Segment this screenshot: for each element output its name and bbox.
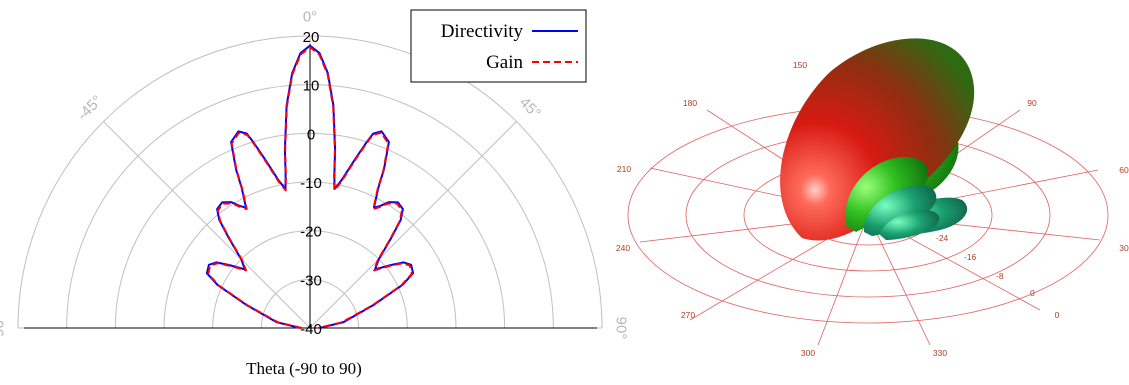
radial-tick-label: 10 (303, 78, 320, 95)
angle-tick-label: -45° (74, 92, 106, 124)
legend-box (410, 9, 587, 83)
angle-label-0: 0 (1055, 310, 1060, 320)
angle-tick-label: 0° (303, 8, 317, 25)
angle-tick-label: 45° (516, 94, 544, 122)
series-line-gain (207, 46, 413, 329)
legend-label-gain: Gain (486, 52, 523, 73)
angle-label-300: 300 (801, 348, 815, 358)
side-lobe-front-2 (863, 185, 937, 236)
legend-label-directivity: Directivity (441, 21, 524, 42)
polar-grid (17, 35, 603, 329)
angle-label-150: 150 (793, 60, 807, 70)
3d-radial-labels: -24 -16 -8 0 (936, 233, 1035, 298)
angle-tick-label: 90° (613, 317, 630, 340)
radial-tick-label: -40 (300, 321, 322, 338)
3d-angle-labels: 150 180 210 240 270 300 330 0 30 60 90 (616, 60, 1129, 358)
side-lobe-front-1 (845, 156, 929, 232)
angle-label-270: 270 (681, 310, 695, 320)
radial-label-neg24: -24 (936, 233, 949, 243)
radial-label-0: 0 (1030, 288, 1035, 298)
3d-lobes (780, 38, 975, 241)
radial-tick-label: 20 (303, 29, 320, 46)
angle-label-240: 240 (616, 243, 630, 253)
radial-label-neg16: -16 (964, 252, 977, 262)
grid-spoke (103, 121, 311, 329)
angle-label-330: 330 (933, 348, 947, 358)
radial-tick-label: -20 (300, 224, 322, 241)
radial-label-neg8: -8 (996, 271, 1004, 281)
polar-series (205, 44, 415, 329)
grid-spoke (309, 121, 517, 329)
angle-label-210: 210 (617, 164, 631, 174)
legend: Directivity Gain (410, 9, 587, 83)
3d-radiation-pattern: 150 180 210 240 270 300 330 0 30 60 90 -… (616, 38, 1129, 358)
radial-tick-label: 0 (307, 126, 315, 143)
angle-label-60: 60 (1119, 165, 1129, 175)
angle-tick-label: -90° (0, 314, 7, 342)
radial-tick-label: -30 (300, 272, 322, 289)
angle-label-180: 180 (683, 98, 697, 108)
main-lobe (780, 38, 975, 241)
x-axis-label: Theta (-90 to 90) (246, 359, 362, 378)
angle-label-30: 30 (1119, 243, 1129, 253)
radial-tick-label: -10 (300, 175, 322, 192)
polar-chart: -40 -30 -20 -10 0 10 20 -90° -45° 0° 45° 90° Theta … (0, 8, 630, 378)
angle-label-90: 90 (1027, 98, 1037, 108)
side-lobe-front-3 (880, 210, 940, 240)
